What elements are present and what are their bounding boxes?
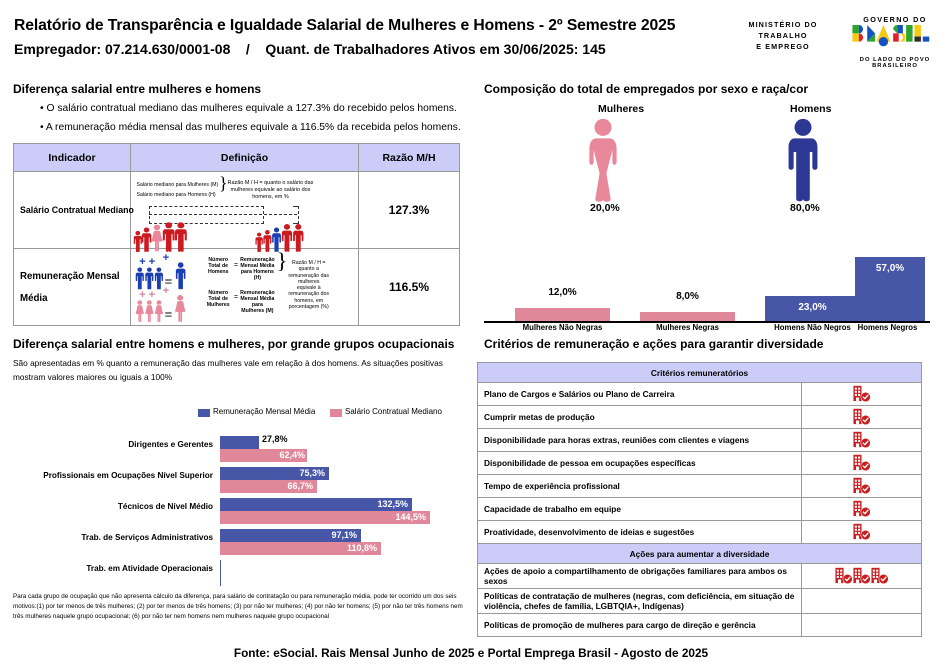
svg-text:=: = [164,306,172,321]
